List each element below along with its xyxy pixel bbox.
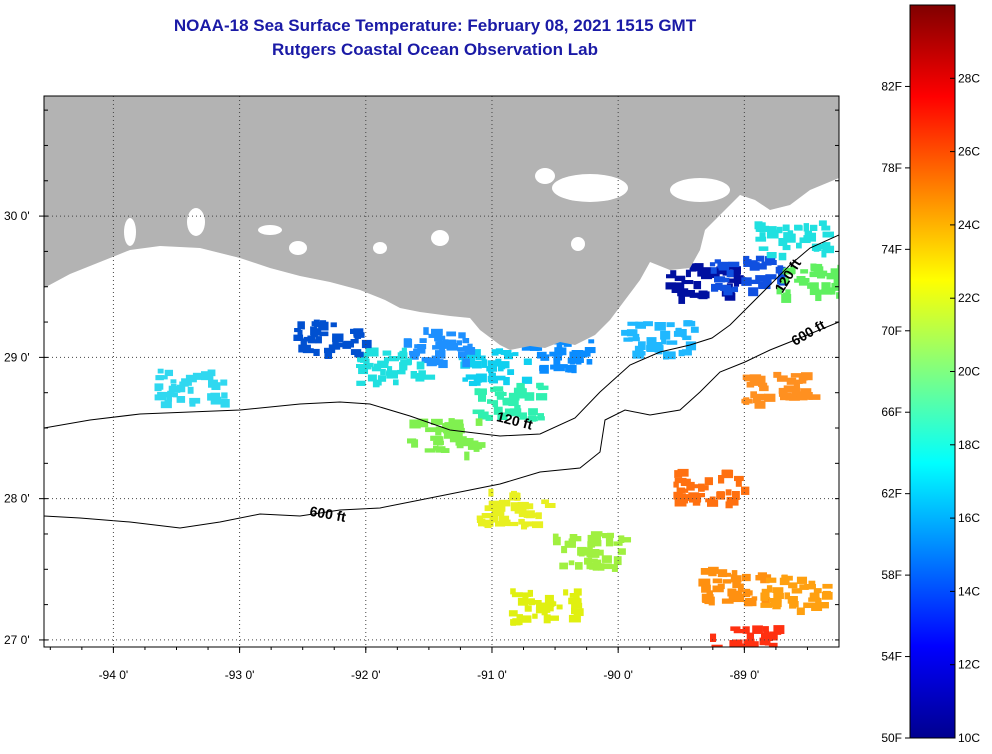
sst-patch	[621, 320, 699, 360]
lon-tick-label: -91 0'	[477, 668, 507, 682]
sst-patch	[403, 327, 476, 369]
lon-tick-label: -89 0'	[730, 668, 760, 682]
colorbar-c-label: 20C	[958, 365, 980, 379]
sst-patch	[552, 531, 632, 572]
colorbar-f-label: 74F	[881, 242, 902, 256]
lat-tick-label: 28 0'	[4, 492, 30, 506]
sst-patch	[154, 368, 230, 409]
sst-patch	[476, 488, 556, 530]
colorbar-scale	[909, 4, 956, 739]
map-subtitle: Rutgers Coastal Ocean Observation Lab	[272, 40, 598, 59]
sst-patch	[472, 382, 549, 422]
map-axes: -94 0' -93 0' -92 0' -91 0' -90 0' -89 0' 30 0…	[4, 109, 839, 682]
lon-tick-label: -94 0'	[99, 668, 129, 682]
map-frame	[43, 95, 840, 648]
colorbar-c-label: 14C	[958, 584, 980, 598]
colorbar-f-label: 58F	[881, 568, 902, 582]
sst-patch	[776, 263, 839, 303]
colorbar-f-label: 78F	[881, 161, 902, 175]
sst-patch	[356, 347, 436, 388]
colorbar-c-label: 22C	[958, 291, 980, 305]
isobath-label: 600 ft	[308, 503, 347, 525]
sst-patch	[293, 319, 372, 359]
sst-patch	[710, 625, 785, 647]
sst-patch	[407, 418, 486, 461]
colorbar-f-label: 82F	[881, 79, 902, 93]
lat-tick-label: 29 0'	[4, 350, 30, 364]
map-title: NOAA-18 Sea Surface Temperature: Februar…	[173, 16, 697, 35]
colorbar: 82F 78F 74F 70F 66F 62F 58F 54F 50F 28C 26C 24C 22C 2…	[881, 4, 980, 745]
colorbar-c-label: 12C	[958, 658, 980, 672]
sst-patch	[665, 263, 747, 304]
sst-patch	[698, 566, 772, 607]
colorbar-c-label: 18C	[958, 438, 980, 452]
colorbar-c-label: 16C	[958, 511, 980, 525]
isobath-120ft	[44, 234, 839, 437]
inland-water	[124, 168, 730, 255]
sst-patch	[760, 574, 833, 616]
lat-tick-label: 30 0'	[4, 209, 30, 223]
colorbar-c-label: 10C	[958, 731, 980, 745]
sst-patch	[741, 371, 821, 409]
lon-tick-label: -92 0'	[351, 668, 381, 682]
lon-tick-label: -93 0'	[225, 668, 255, 682]
sst-patch	[508, 588, 584, 626]
sst-patch	[754, 220, 835, 261]
colorbar-f-label: 62F	[881, 487, 902, 501]
colorbar-f-label: 70F	[881, 324, 902, 338]
isobath-600ft	[44, 321, 839, 529]
land-mass	[44, 96, 839, 350]
colorbar-f-label: 54F	[881, 650, 902, 664]
colorbar-f-label: 66F	[881, 405, 902, 419]
colorbar-c-label: 24C	[958, 218, 980, 232]
colorbar-c-label: 28C	[958, 71, 980, 85]
lon-tick-label: -90 0'	[603, 668, 633, 682]
graticule	[44, 96, 839, 647]
colorbar-c-label: 26C	[958, 145, 980, 159]
colorbar-f-label: 50F	[881, 731, 902, 745]
lat-tick-label: 27 0'	[4, 633, 30, 647]
